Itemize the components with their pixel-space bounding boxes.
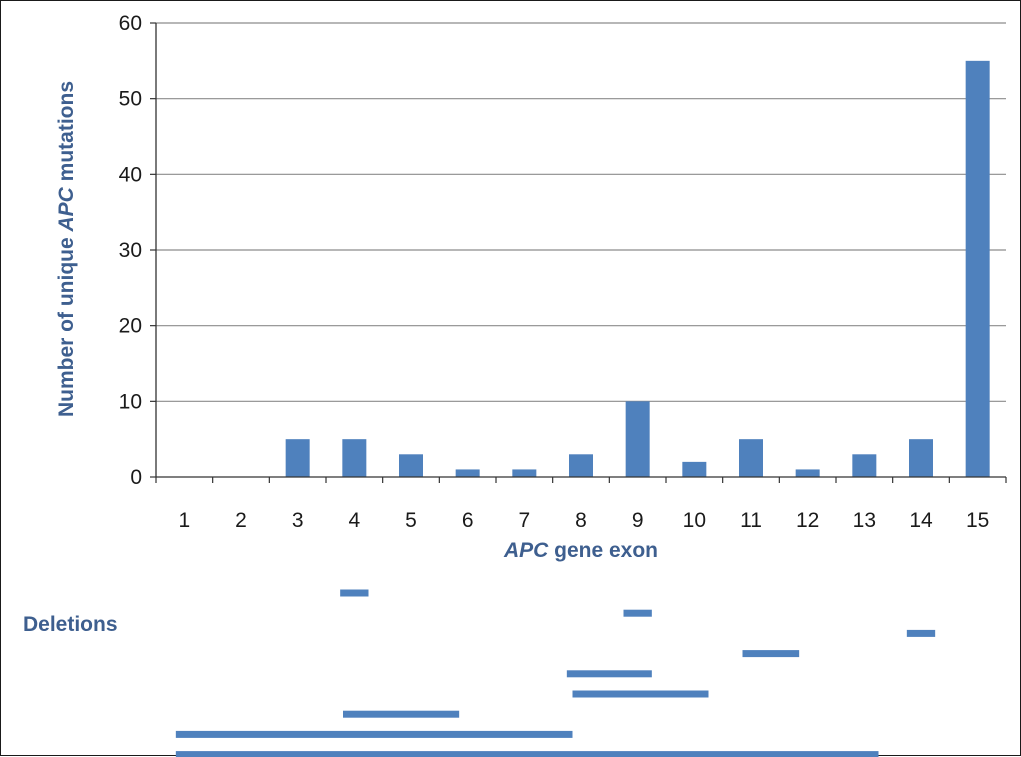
deletion-bar-3 bbox=[907, 630, 935, 637]
deletion-bar-6 bbox=[573, 691, 709, 698]
x-axis-title-gene: APC bbox=[503, 539, 549, 562]
y-tick-label-60: 60 bbox=[119, 12, 142, 35]
x-tick-label-9: 9 bbox=[632, 509, 644, 532]
bars bbox=[286, 61, 990, 477]
y-tick-label-50: 50 bbox=[119, 88, 142, 111]
deletion-bar-4 bbox=[743, 650, 800, 657]
x-tick-label-14: 14 bbox=[909, 509, 933, 532]
bar-exon-10 bbox=[682, 462, 706, 477]
x-tick-label-3: 3 bbox=[292, 509, 304, 532]
axes bbox=[150, 23, 1006, 483]
bar-exon-8 bbox=[569, 454, 593, 477]
x-tick-label-10: 10 bbox=[683, 509, 706, 532]
y-axis-title-gene: APC bbox=[55, 186, 78, 232]
x-tick-label-6: 6 bbox=[462, 509, 474, 532]
y-tick-label-40: 40 bbox=[119, 163, 142, 186]
x-tick-label-8: 8 bbox=[575, 509, 587, 532]
x-axis-title: APC gene exon bbox=[503, 539, 658, 562]
x-tick-label-1: 1 bbox=[178, 509, 190, 532]
bar-exon-11 bbox=[739, 439, 763, 477]
deletion-bar-8 bbox=[176, 731, 573, 738]
deletion-bar-5 bbox=[567, 670, 652, 677]
y-tick-label-0: 0 bbox=[130, 466, 142, 489]
deletion-bar-1 bbox=[340, 590, 368, 597]
y-tick-label-10: 10 bbox=[119, 390, 142, 413]
y-axis-title-pre: Number of unique bbox=[55, 232, 78, 418]
x-tick-label-4: 4 bbox=[348, 509, 360, 532]
x-axis-title-post: gene exon bbox=[548, 539, 658, 562]
x-tick-label-5: 5 bbox=[405, 509, 417, 532]
bar-exon-7 bbox=[512, 469, 536, 477]
gridlines bbox=[156, 23, 1006, 401]
x-tick-label-11: 11 bbox=[740, 509, 762, 532]
x-tick-label-7: 7 bbox=[518, 509, 530, 532]
bar-exon-12 bbox=[796, 469, 820, 477]
bar-exon-5 bbox=[399, 454, 423, 477]
deletion-bar-9 bbox=[176, 751, 879, 757]
x-tick-label-15: 15 bbox=[966, 509, 989, 532]
deletion-bar-7 bbox=[343, 711, 459, 718]
y-tick-label-20: 20 bbox=[119, 315, 142, 338]
deletions-label: Deletions bbox=[23, 613, 118, 636]
bar-exon-14 bbox=[909, 439, 933, 477]
y-axis-title-post: mutations bbox=[55, 81, 78, 187]
bar-exon-9 bbox=[626, 401, 650, 477]
y-tick-label-30: 30 bbox=[119, 239, 142, 262]
bar-exon-6 bbox=[456, 469, 480, 477]
deletion-bars bbox=[176, 590, 1006, 757]
x-tick-label-2: 2 bbox=[235, 509, 247, 532]
bar-exon-13 bbox=[852, 454, 876, 477]
x-tick-label-12: 12 bbox=[796, 509, 819, 532]
bar-exon-3 bbox=[286, 439, 310, 477]
y-axis-title: Number of unique APC mutations bbox=[55, 81, 78, 417]
deletion-bar-2 bbox=[624, 610, 652, 617]
x-tick-label-13: 13 bbox=[853, 509, 876, 532]
bar-exon-4 bbox=[342, 439, 366, 477]
y-tick-labels: 0 10 20 30 40 50 60 bbox=[119, 12, 142, 489]
bar-exon-15 bbox=[966, 61, 990, 477]
